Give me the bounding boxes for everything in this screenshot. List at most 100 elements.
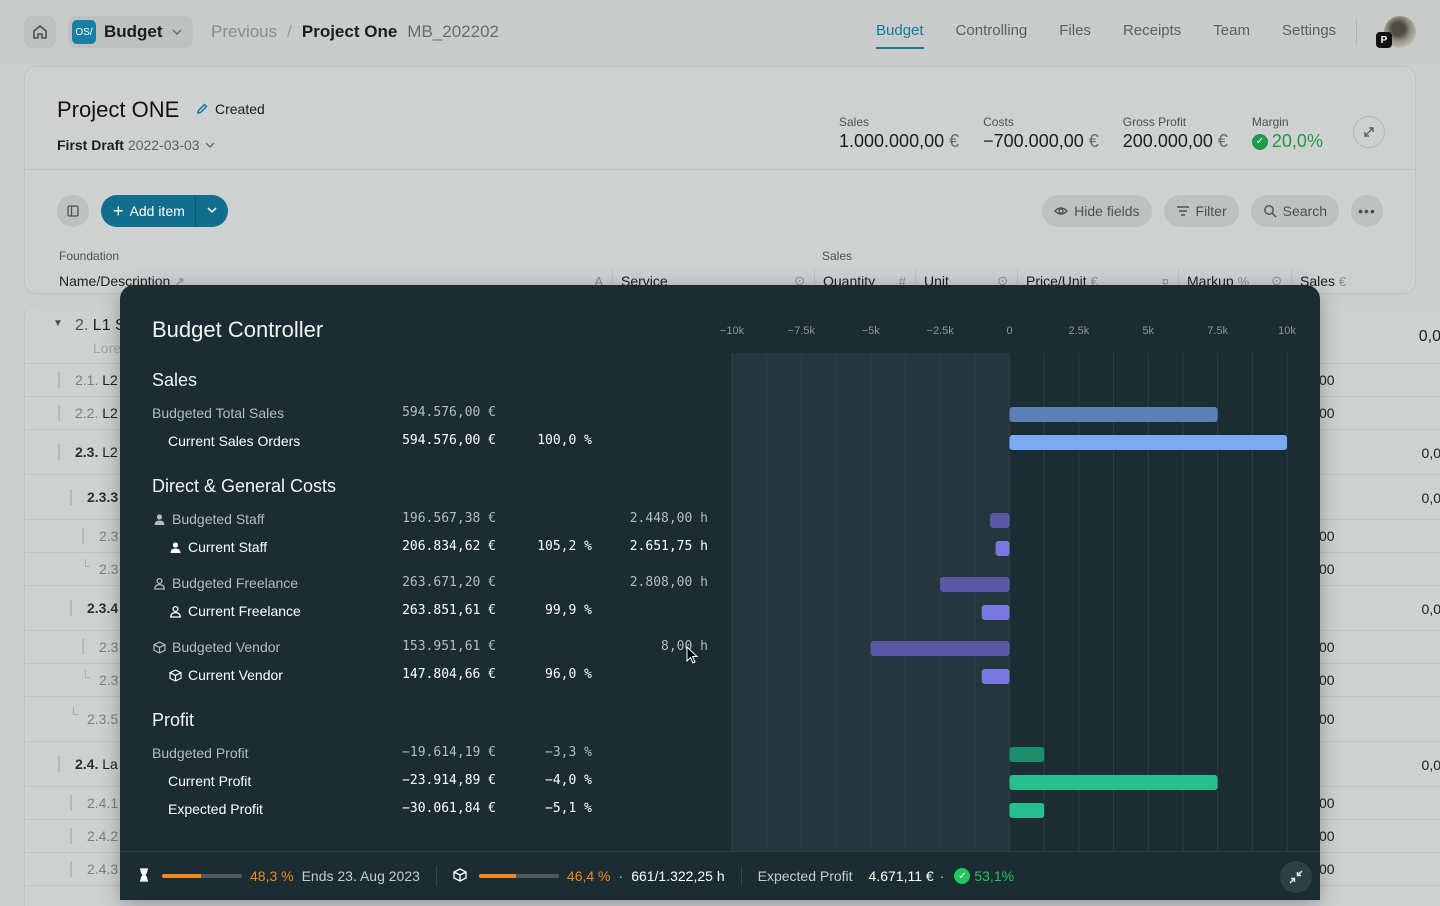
collapse-panel-button[interactable] [1280,861,1312,893]
column-unit: € [1090,274,1098,289]
top-bar: OS/ Budget Previous / Project One MB_202… [0,0,1440,64]
version-selector[interactable]: First Draft 2022-03-03 [57,137,216,153]
collapse-icon[interactable]: ▼ [53,318,63,329]
project-card: Project ONE Created First Draft 2022-03-… [24,66,1416,294]
bar-budgeted-staff[interactable] [990,513,1010,528]
pencil-icon [197,103,208,114]
row-description: Lore [93,340,122,356]
time-progress-fill [162,874,201,878]
expected-margin: 53,1% [974,868,1015,884]
resize-icon: ↗ [174,273,186,289]
bar-current-freelance[interactable] [981,605,1010,620]
tab-receipts[interactable]: Receipts [1122,22,1182,39]
add-item-label: Add item [129,203,185,219]
budget-controller-panel: −10k −7.5k −5k −2.5k 0 2.5k 5k 7.5k 10k Budget C… [120,285,1320,900]
filter-icon [1176,206,1189,216]
row-label: 2.3.4 [87,600,119,616]
check-circle-icon: ✓ [1251,133,1268,150]
column-group-foundation: Foundation [59,249,120,263]
controller-line: Current Freelance 263.851,61 € 99,9 % [152,603,712,623]
sidebar-toggle-button[interactable] [57,195,89,227]
search-button[interactable]: Search [1250,195,1339,227]
breadcrumb-previous[interactable]: Previous [211,22,278,41]
line-label: Current Vendor [188,667,283,683]
hours-progress-fill [478,874,517,878]
tab-budget[interactable]: Budget [876,22,924,49]
line-percent: 96,0 % [545,667,592,682]
person-icon [152,512,166,526]
plus-icon: + [113,200,124,221]
row-label: 2.3 [99,561,119,577]
box-icon [453,867,467,885]
bar-current-sales-orders[interactable] [1009,435,1288,450]
budget-chart: −10k −7.5k −5k −2.5k 0 2.5k 5k 7.5k 10k [720,325,1296,851]
controller-line: Budgeted Staff 196.567,38 € 2.448,00 h [152,511,712,531]
line-percent: 100,0 % [537,433,592,448]
bar-budgeted-vendor[interactable] [870,641,1010,656]
line-label: Budgeted Profit [152,745,249,761]
dropdown-icon: ⊙ [794,273,805,288]
add-item-button[interactable]: + Add item [101,195,228,227]
person-outline-icon [168,604,182,618]
row-label: 2.4.2 [87,828,119,844]
bar-budgeted-profit[interactable] [1009,747,1045,762]
column-unit: € [1338,274,1347,289]
row-value: 00 [1319,561,1335,577]
more-button[interactable]: ••• [1351,195,1383,227]
bar-current-vendor[interactable] [981,669,1010,684]
line-name: Budgeted Staff [152,511,264,527]
bar-current-profit[interactable] [1009,775,1218,790]
bar-budgeted-total-sales[interactable] [1009,407,1218,422]
bar-expected-profit[interactable] [1009,803,1045,818]
home-icon [33,25,47,39]
line-percent: 99,9 % [545,603,592,618]
controller-line: Current Staff 206.834,62 € 105,2 % 2.651… [152,539,712,559]
app-logo: OS/ [72,20,96,44]
row-label: 2.4. La [75,756,118,772]
kpi-label: Costs [983,115,1014,129]
line-amount: −19.614,19 € [402,745,496,760]
add-item-dropdown[interactable] [196,203,228,219]
main-nav: Budget Controlling Files Receipts Team S… [876,22,1336,49]
hide-fields-button[interactable]: Hide fields [1042,195,1152,227]
line-hours: 8,00 h [661,639,708,654]
expand-icon [1364,127,1374,137]
line-amount: 594.576,00 € [402,405,496,420]
expand-button[interactable] [1353,116,1385,148]
line-amount: 153.951,61 € [402,639,496,654]
row-label: 2.4.3 [87,861,119,877]
line-hours: 2.651,75 h [629,539,708,554]
add-item-main[interactable]: + Add item [101,195,196,227]
search-icon [1263,205,1277,218]
row-value: 0,0 [1418,328,1440,345]
kpi-label: Margin [1251,115,1289,129]
tab-team[interactable]: Team [1213,22,1250,39]
app-switcher[interactable]: OS/ Budget [68,16,193,48]
dropdown-icon: ⊙ [1271,273,1282,288]
time-progress-bar [162,874,242,878]
section-costs: Direct & General Costs [152,476,337,496]
breadcrumb-current: Project One [301,22,398,41]
tab-files[interactable]: Files [1059,22,1091,39]
tab-settings[interactable]: Settings [1281,22,1337,39]
controller-line: Budgeted Total Sales 594.576,00 € [152,405,712,425]
section-sales: Sales [152,370,198,390]
end-date: Ends 23. Aug 2023 [301,868,420,884]
line-name: Current Staff [168,539,267,555]
sidebar-icon [67,205,79,217]
line-amount: 263.671,20 € [402,575,496,590]
tab-controlling[interactable]: Controlling [955,22,1028,39]
chevron-down-icon [205,142,215,148]
bar-current-staff[interactable] [995,541,1010,556]
controller-line: Current Sales Orders 594.576,00 € 100,0 … [152,433,712,453]
x-tick-label: −2.5k [927,325,955,337]
status-badge[interactable]: Created [195,101,265,117]
row-label: 2.3.5 [87,711,119,727]
compress-icon [1289,870,1303,884]
kpi-gross-profit: Gross Profit 200.000,00 € [1123,115,1228,152]
bar-budgeted-freelance[interactable] [940,577,1010,592]
home-button[interactable] [24,16,56,48]
filter-button[interactable]: Filter [1163,195,1239,227]
column-name[interactable]: Name/Description ↗ A [51,269,611,293]
person-icon [168,540,182,554]
